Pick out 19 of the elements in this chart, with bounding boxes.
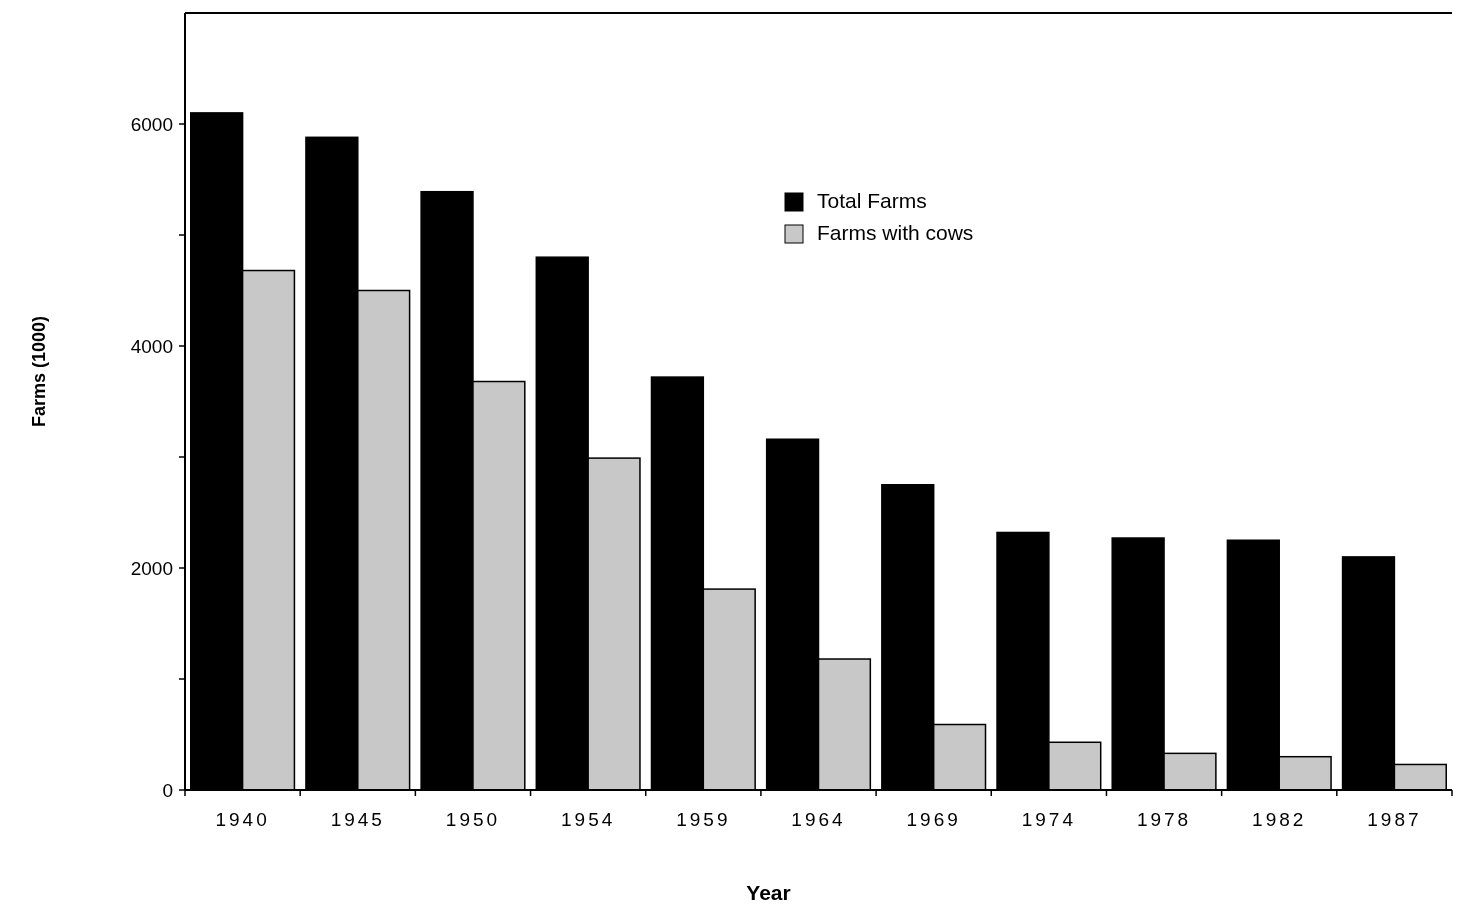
y-tick-label: 0 — [162, 779, 173, 801]
x-tick-label: 1969 — [906, 809, 961, 830]
x-tick-label: 1974 — [1021, 809, 1076, 830]
x-tick-label: 1945 — [330, 809, 385, 830]
y-axis-title: Farms (1000) — [29, 315, 49, 428]
x-tick-label: 1954 — [561, 809, 616, 830]
x-tick-label: 1987 — [1367, 809, 1422, 830]
legend-label: Total Farms — [817, 189, 927, 212]
y-tick-label: 6000 — [130, 113, 173, 135]
x-axis-title: Year — [746, 881, 791, 904]
y-tick-label: 2000 — [130, 557, 173, 579]
x-tick-label: 1964 — [791, 809, 846, 830]
legend-label: Farms with cows — [817, 221, 974, 244]
x-tick-label: 1982 — [1252, 809, 1307, 830]
x-tick-label: 1940 — [215, 809, 270, 830]
y-tick-label: 4000 — [130, 335, 173, 357]
x-tick-label: 1950 — [445, 809, 501, 830]
x-tick-label: 1959 — [676, 809, 731, 830]
x-tick-label: 1978 — [1136, 809, 1192, 830]
